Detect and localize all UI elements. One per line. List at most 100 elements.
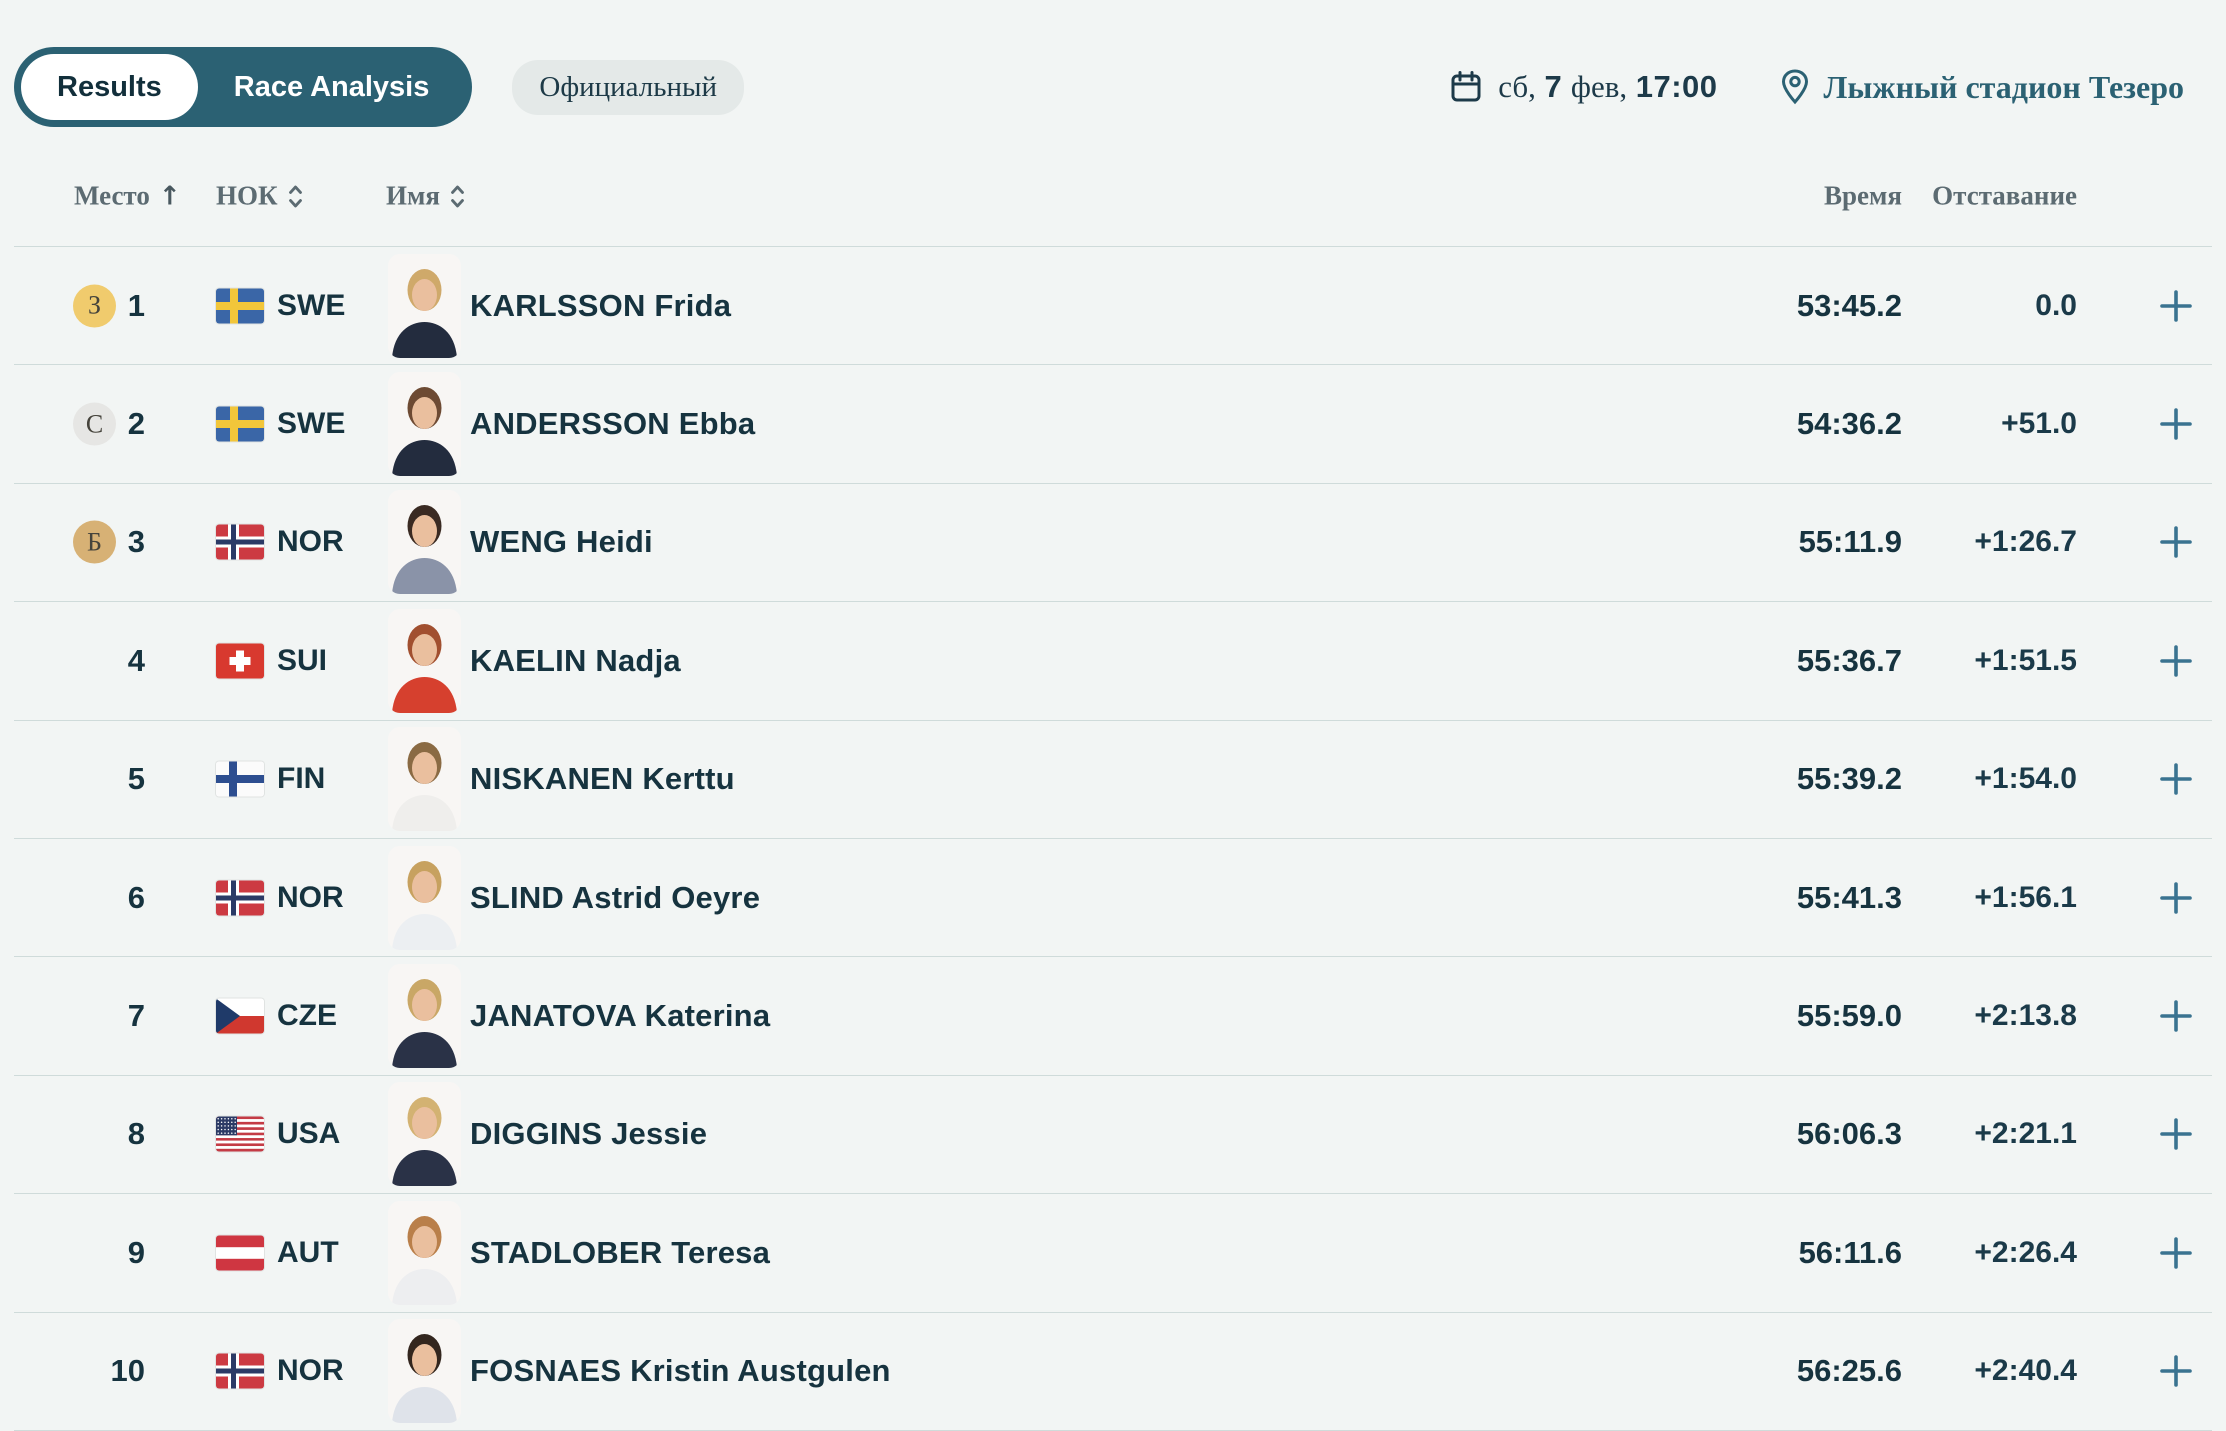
expand-row-button[interactable]	[2154, 1349, 2198, 1393]
column-header-name[interactable]: Имя	[386, 181, 466, 212]
noc-code: USA	[277, 1117, 341, 1151]
result-time: 56:25.6	[1796, 1353, 1902, 1389]
place-rank: 9	[127, 1234, 145, 1270]
athlete-photo	[388, 845, 461, 950]
place-rank: 8	[127, 1116, 145, 1152]
time-gap: +2:13.8	[1974, 999, 2077, 1033]
plus-icon	[2158, 524, 2194, 560]
event-date-text: сб, 7 фев, 17:00	[1498, 69, 1718, 104]
time-gap: +2:40.4	[1974, 1354, 2077, 1388]
expand-row-button[interactable]	[2154, 994, 2198, 1038]
noc-code: AUT	[277, 1235, 339, 1269]
results-table: Место ↑ НОК Имя Время Отставание З 1 SWE	[14, 146, 2212, 1431]
country-flag-icon	[216, 524, 264, 560]
plus-icon	[2158, 1235, 2194, 1271]
time-gap: +1:51.5	[1974, 643, 2077, 677]
athlete-photo	[388, 253, 461, 358]
athlete-name: FOSNAES Kristin Austgulen	[470, 1353, 891, 1389]
table-row[interactable]: 4 SUI KAELIN Nadja 55:36.7 +1:51.5	[14, 602, 2212, 721]
result-time: 54:36.2	[1796, 406, 1902, 442]
medal-badge: З	[73, 284, 116, 328]
event-date: сб, 7 фев, 17:00	[1450, 69, 1717, 105]
athlete-name: WENG Heidi	[470, 524, 653, 560]
athlete-photo	[388, 490, 461, 595]
event-location-text: Лыжный стадион Тезеро	[1823, 68, 2184, 105]
athlete-name: STADLOBER Teresa	[470, 1234, 771, 1270]
expand-row-button[interactable]	[2154, 876, 2198, 920]
time-gap: +1:26.7	[1974, 525, 2077, 559]
table-row[interactable]: З 1 SWE KARLSSON Frida 53:45.2 0.0	[14, 247, 2212, 366]
sort-asc-icon: ↑	[158, 181, 181, 211]
expand-row-button[interactable]	[2154, 1231, 2198, 1275]
result-time: 55:36.7	[1796, 642, 1902, 678]
athlete-photo	[388, 1082, 461, 1187]
athlete-name: ANDERSSON Ebba	[470, 406, 756, 442]
country-flag-icon	[216, 1116, 264, 1152]
sort-icon	[287, 182, 304, 210]
place-rank: 1	[127, 287, 145, 323]
table-row[interactable]: 9 AUT STADLOBER Teresa 56:11.6 +2:26.4	[14, 1194, 2212, 1313]
tab-results[interactable]: Results	[21, 54, 198, 120]
tab-switch: Results Race Analysis	[14, 47, 473, 127]
plus-icon	[2158, 880, 2194, 916]
event-meta: сб, 7 фев, 17:00 Лыжный стадион Тезеро	[1450, 69, 2184, 106]
sort-icon	[449, 182, 466, 210]
noc-code: FIN	[277, 762, 326, 796]
result-time: 56:06.3	[1796, 1116, 1902, 1152]
medal-badge: С	[73, 402, 116, 446]
expand-row-button[interactable]	[2154, 284, 2198, 328]
noc-code: CZE	[277, 999, 337, 1033]
calendar-icon	[1450, 70, 1482, 104]
place-rank: 5	[127, 761, 145, 797]
noc-code: NOR	[277, 1354, 344, 1388]
time-gap: +1:54.0	[1974, 762, 2077, 796]
plus-icon	[2158, 1353, 2194, 1389]
plus-icon	[2158, 1116, 2194, 1152]
expand-row-button[interactable]	[2154, 639, 2198, 683]
location-pin-icon	[1780, 69, 1810, 105]
place-rank: 4	[127, 642, 145, 678]
plus-icon	[2158, 643, 2194, 679]
tab-race-analysis[interactable]: Race Analysis	[233, 70, 430, 103]
place-rank: 10	[110, 1353, 145, 1389]
event-location[interactable]: Лыжный стадион Тезеро	[1780, 69, 2184, 106]
athlete-name: NISKANEN Kerttu	[470, 761, 735, 797]
country-flag-icon	[216, 998, 264, 1034]
time-gap: +51.0	[2001, 407, 2077, 441]
expand-row-button[interactable]	[2154, 402, 2198, 446]
table-row[interactable]: 6 NOR SLIND Astrid Oeyre 55:41.3 +1:56.1	[14, 839, 2212, 958]
table-row[interactable]: Б 3 NOR WENG Heidi 55:11.9 +1:26.7	[14, 484, 2212, 603]
expand-row-button[interactable]	[2154, 1112, 2198, 1156]
country-flag-icon	[216, 1353, 264, 1389]
column-header-place[interactable]: Место ↑	[74, 180, 181, 212]
noc-code: SWE	[277, 288, 346, 322]
time-gap: 0.0	[2035, 288, 2077, 322]
expand-row-button[interactable]	[2154, 757, 2198, 801]
country-flag-icon	[216, 288, 264, 324]
table-row[interactable]: 5 FIN NISKANEN Kerttu 55:39.2 +1:54.0	[14, 721, 2212, 839]
place-rank: 6	[127, 879, 145, 915]
time-gap: +2:21.1	[1974, 1117, 2077, 1151]
expand-row-button[interactable]	[2154, 520, 2198, 564]
athlete-photo	[388, 1319, 461, 1424]
place-rank: 2	[127, 406, 145, 442]
table-row[interactable]: 7 CZE JANATOVA Katerina 55:59.0 +2:13.8	[14, 957, 2212, 1076]
country-flag-icon	[216, 1235, 264, 1271]
athlete-name: KAELIN Nadja	[470, 642, 681, 678]
athlete-photo	[388, 964, 461, 1069]
plus-icon	[2158, 288, 2194, 324]
athlete-photo	[388, 608, 461, 713]
table-row[interactable]: 10 NOR FOSNAES Kristin Austgulen 56:25.6…	[14, 1313, 2212, 1431]
noc-code: SWE	[277, 407, 346, 441]
result-time: 55:39.2	[1796, 761, 1902, 797]
table-row[interactable]: 8 USA DIGGINS Jessie 56:06.3 +2:21.1	[14, 1076, 2212, 1195]
result-time: 56:11.6	[1798, 1234, 1902, 1270]
results-table-body: З 1 SWE KARLSSON Frida 53:45.2 0.0 С 2 S…	[14, 247, 2212, 1431]
status-badge: Официальный	[512, 59, 745, 115]
plus-icon	[2158, 406, 2194, 442]
table-row[interactable]: С 2 SWE ANDERSSON Ebba 54:36.2 +51.0	[14, 365, 2212, 484]
athlete-photo	[388, 1200, 461, 1305]
place-rank: 7	[127, 998, 145, 1034]
athlete-name: KARLSSON Frida	[470, 287, 732, 323]
column-header-noc[interactable]: НОК	[216, 181, 304, 212]
